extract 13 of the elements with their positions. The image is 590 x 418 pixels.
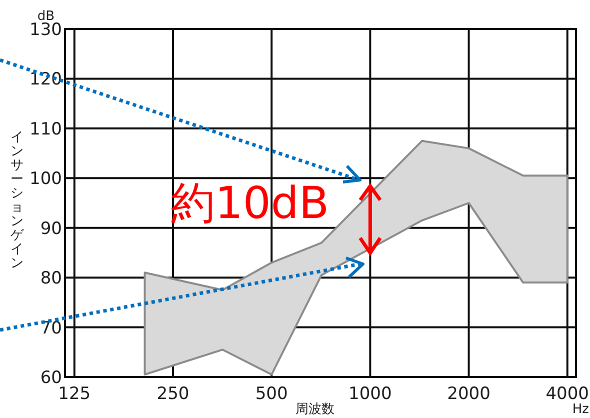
x-tick-label: 250 [156,384,190,404]
y-tick-label: 100 [30,169,62,190]
x-tick-label: 500 [255,384,288,404]
x-tick-label: 1000 [348,384,392,404]
text: インサーションゲイン [10,130,24,271]
x-tick-label: 2000 [447,384,490,404]
x-tick-label: 4000 [546,384,590,404]
y-tick-label: 110 [30,119,62,140]
y-tick-label: 130 [30,20,62,40]
y-tick-label: 80 [40,268,62,289]
text: Hz [572,402,590,417]
x-axis-title: 周波数 [296,402,334,417]
y-tick-label: 90 [40,218,62,239]
